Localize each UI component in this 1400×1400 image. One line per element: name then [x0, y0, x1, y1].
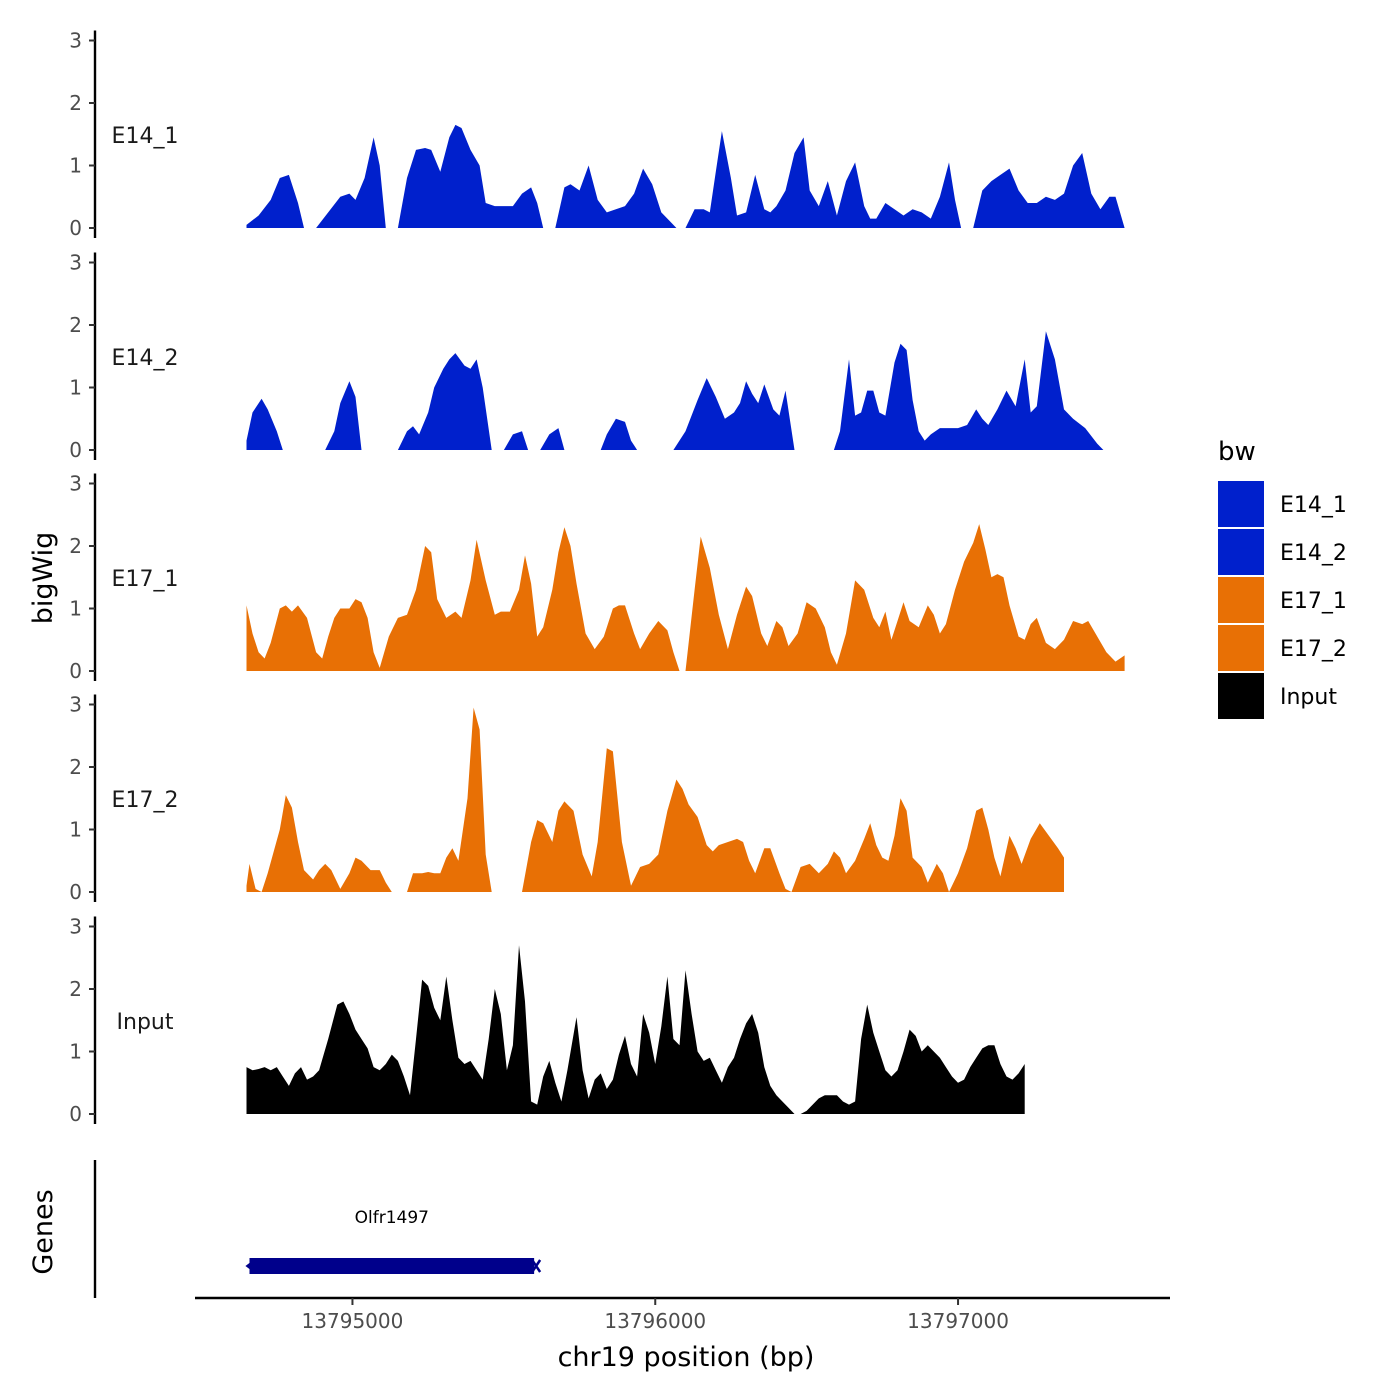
- gene-strand-arrow: [245, 1259, 257, 1273]
- y-tick-label: 1: [69, 154, 82, 178]
- track-label: E14_1: [112, 124, 179, 149]
- track-Input: 0 1 2 3 Input: [69, 915, 1025, 1126]
- y-tick-label: 1: [69, 597, 82, 621]
- y-tick-label: 3: [69, 251, 82, 275]
- legend-title: bw: [1218, 437, 1256, 467]
- y-tick-label: 1: [69, 376, 82, 400]
- legend-label: Input: [1280, 685, 1337, 710]
- signal-area-E17_2: [246, 707, 1064, 892]
- legend-label: E17_2: [1280, 637, 1347, 662]
- gene-label: Olfr1497: [355, 1208, 429, 1228]
- y-tick-label: 0: [69, 1102, 82, 1126]
- legend-label: E17_1: [1280, 589, 1347, 614]
- signal-area-Input: [246, 945, 1025, 1114]
- y-tick-label: 0: [69, 216, 82, 240]
- track-label: Input: [117, 1010, 174, 1035]
- y-tick-label: 1: [69, 818, 82, 842]
- y-tick-label: 2: [69, 977, 82, 1001]
- track-E17_2: 0 1 2 3 E17_2: [69, 693, 1064, 904]
- legend-label: E14_1: [1280, 493, 1347, 518]
- signal-tracks: 0 1 2 3 E14_1 0 1 2 3 E14_2 0 1 2 3 E17_1 0 1 2 3 E17_2 0 1 2 3…: [69, 29, 1125, 1126]
- x-tick-label: 13795000: [302, 1309, 404, 1333]
- y-tick-label: 2: [69, 91, 82, 115]
- signal-area-E17_1: [246, 524, 1125, 671]
- legend-key-E17_2: [1218, 625, 1264, 671]
- legend: bw E14_1 E14_2 E17_1 E17_2 Input: [1218, 437, 1347, 719]
- x-tick-label: 13797000: [907, 1309, 1009, 1333]
- y-tick-label: 3: [69, 29, 82, 53]
- genes-axis-title: Genes: [28, 1189, 59, 1274]
- y-tick-label: 2: [69, 313, 82, 337]
- y-tick-label: 1: [69, 1040, 82, 1064]
- x-axis: 13795000 13796000 13797000: [195, 1296, 1170, 1333]
- y-tick-label: 3: [69, 472, 82, 496]
- y-tick-label: 0: [69, 659, 82, 683]
- legend-label: E14_2: [1280, 541, 1347, 566]
- y-tick-label: 2: [69, 755, 82, 779]
- legend-key-Input: [1218, 673, 1264, 719]
- legend-key-E17_1: [1218, 577, 1264, 623]
- signal-area-E14_1: [246, 124, 1125, 228]
- track-label: E14_2: [112, 346, 179, 371]
- track-E14_2: 0 1 2 3 E14_2: [69, 251, 1104, 462]
- x-tick-label: 13796000: [604, 1309, 706, 1333]
- legend-key-E14_1: [1218, 481, 1264, 527]
- legend-key-E14_2: [1218, 529, 1264, 575]
- genes-panel: Olfr1497: [93, 1160, 542, 1298]
- y-tick-label: 3: [69, 693, 82, 717]
- track-E17_1: 0 1 2 3 E17_1: [69, 472, 1125, 683]
- track-E14_1: 0 1 2 3 E14_1: [69, 29, 1125, 240]
- x-axis-title: chr19 position (bp): [558, 1342, 815, 1373]
- gene-end-mark: [531, 1259, 542, 1273]
- y-axis-title: bigWig: [28, 532, 59, 625]
- y-tick-label: 0: [69, 438, 82, 462]
- gene-body: [249, 1258, 535, 1274]
- y-tick-label: 3: [69, 915, 82, 939]
- y-tick-label: 0: [69, 880, 82, 904]
- track-label: E17_2: [112, 788, 179, 813]
- signal-area-E14_2: [246, 331, 1104, 450]
- y-tick-label: 2: [69, 534, 82, 558]
- track-label: E17_1: [112, 567, 179, 592]
